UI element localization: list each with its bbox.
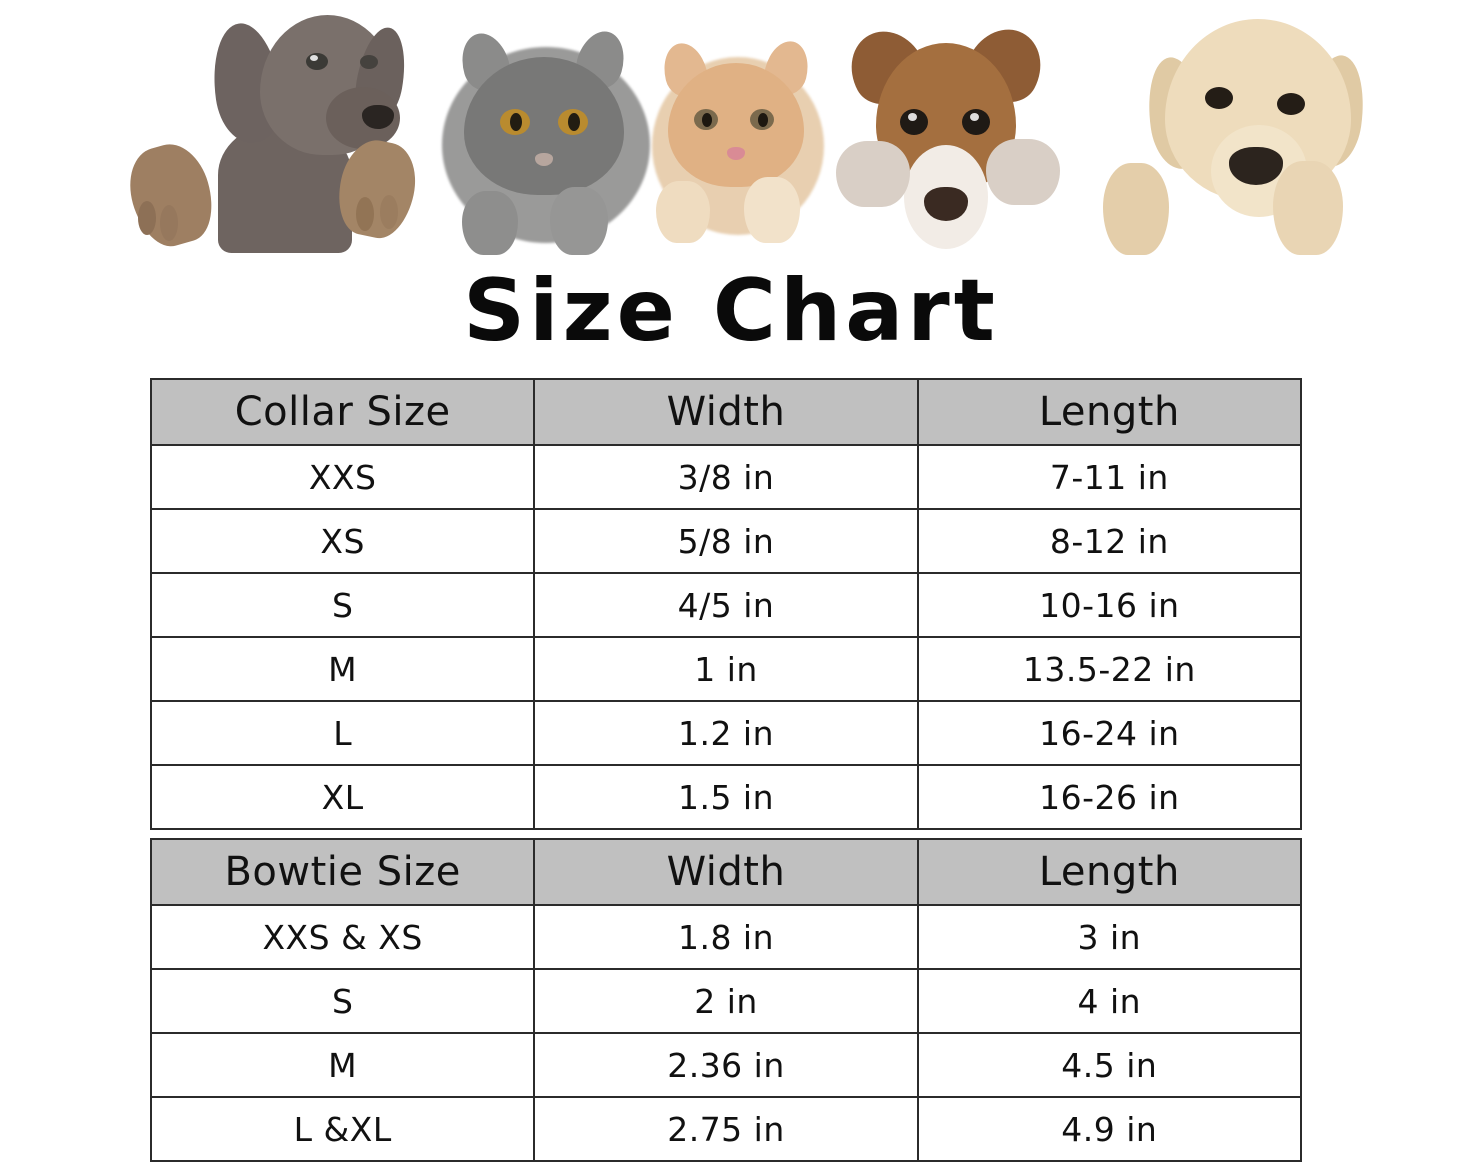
kitten-ginger-head xyxy=(668,63,804,187)
collar-header-size: Collar Size xyxy=(149,378,536,446)
ginger-persian-kitten-image xyxy=(648,5,828,255)
jack-russell-eye-highlight-right xyxy=(970,113,979,121)
collar-length-cell: 16-24 in xyxy=(916,700,1303,766)
table-header-row: Collar Size Width Length xyxy=(149,378,1303,446)
bowtie-header-size: Bowtie Size xyxy=(149,838,536,906)
labrador-nose xyxy=(1229,147,1283,185)
collar-length-cell: 7-11 in xyxy=(916,444,1303,510)
collar-header-width: Width xyxy=(533,378,919,446)
collar-size-cell: L xyxy=(149,700,536,766)
grey-doberman-puppy-image xyxy=(110,5,430,255)
collar-width-cell: 3/8 in xyxy=(533,444,919,510)
labrador-eye-right xyxy=(1277,93,1305,115)
bowtie-width-cell: 1.8 in xyxy=(533,904,919,970)
labrador-paw-right xyxy=(1273,161,1343,255)
jack-russell-paw-right xyxy=(986,139,1060,205)
collar-width-cell: 1.5 in xyxy=(533,764,919,830)
bowtie-header-length: Length xyxy=(916,838,1303,906)
table-row: XXS 3/8 in 7-11 in xyxy=(149,444,1303,510)
collar-size-cell: XS xyxy=(149,508,536,574)
bowtie-length-cell: 4.9 in xyxy=(916,1096,1303,1162)
bowtie-header-width: Width xyxy=(533,838,919,906)
bowtie-width-cell: 2.75 in xyxy=(533,1096,919,1162)
bowtie-size-cell: L &XL xyxy=(149,1096,536,1162)
collar-size-cell: XXS xyxy=(149,444,536,510)
bowtie-length-cell: 4 in xyxy=(916,968,1303,1034)
kitten-ginger-paw-left xyxy=(656,181,710,243)
collar-header-length: Length xyxy=(916,378,1303,446)
grey-persian-kitten-image xyxy=(438,5,658,255)
bowtie-length-cell: 3 in xyxy=(916,904,1303,970)
labrador-paw-left xyxy=(1103,163,1169,255)
collar-length-cell: 10-16 in xyxy=(916,572,1303,638)
collar-size-table: Collar Size Width Length XXS 3/8 in 7-11… xyxy=(149,378,1303,830)
bowtie-size-cell: S xyxy=(149,968,536,1034)
table-row: L 1.2 in 16-24 in xyxy=(149,700,1303,766)
labrador-eye-left xyxy=(1205,87,1233,109)
collar-size-cell: XL xyxy=(149,764,536,830)
yellow-labrador-puppy-image xyxy=(1095,5,1375,255)
kitten-ginger-nose xyxy=(727,147,745,160)
collar-size-cell: S xyxy=(149,572,536,638)
jack-russell-nose xyxy=(924,187,968,221)
doberman-toe-a xyxy=(138,201,156,235)
table-row: M 1 in 13.5-22 in xyxy=(149,636,1303,702)
kitten-grey-head xyxy=(464,57,624,195)
table-row: S 2 in 4 in xyxy=(149,968,1303,1034)
kitten-grey-paw-left xyxy=(462,191,518,255)
pet-photo-banner xyxy=(0,0,1462,255)
doberman-eye-right xyxy=(360,55,378,69)
table-row: XS 5/8 in 8-12 in xyxy=(149,508,1303,574)
jack-russell-paw-left xyxy=(836,141,910,207)
doberman-nose xyxy=(362,105,394,129)
bowtie-width-cell: 2.36 in xyxy=(533,1032,919,1098)
table-row: M 2.36 in 4.5 in xyxy=(149,1032,1303,1098)
kitten-ginger-paw-right xyxy=(744,177,800,243)
collar-length-cell: 16-26 in xyxy=(916,764,1303,830)
bowtie-size-table: Bowtie Size Width Length XXS & XS 1.8 in… xyxy=(149,838,1303,1162)
collar-length-cell: 8-12 in xyxy=(916,508,1303,574)
collar-size-cell: M xyxy=(149,636,536,702)
collar-width-cell: 5/8 in xyxy=(533,508,919,574)
collar-width-cell: 4/5 in xyxy=(533,572,919,638)
bowtie-size-cell: M xyxy=(149,1032,536,1098)
doberman-toe-d xyxy=(380,195,398,229)
kitten-grey-eye-right-pupil xyxy=(568,113,580,131)
collar-width-cell: 1.2 in xyxy=(533,700,919,766)
kitten-grey-eye-left-pupil xyxy=(510,113,522,131)
table-row: XXS & XS 1.8 in 3 in xyxy=(149,904,1303,970)
table-header-row: Bowtie Size Width Length xyxy=(149,838,1303,906)
collar-length-cell: 13.5-22 in xyxy=(916,636,1303,702)
doberman-toe-c xyxy=(356,197,374,231)
table-row: XL 1.5 in 16-26 in xyxy=(149,764,1303,830)
table-row: L &XL 2.75 in 4.9 in xyxy=(149,1096,1303,1162)
page-title: Size Chart xyxy=(463,261,999,361)
jack-russell-puppy-image xyxy=(820,5,1070,255)
collar-width-cell: 1 in xyxy=(533,636,919,702)
kitten-grey-paw-right xyxy=(550,187,608,255)
doberman-eye-highlight-left xyxy=(310,55,318,61)
table-row: S 4/5 in 10-16 in xyxy=(149,572,1303,638)
bowtie-width-cell: 2 in xyxy=(533,968,919,1034)
jack-russell-eye-highlight-left xyxy=(908,113,917,121)
bowtie-size-cell: XXS & XS xyxy=(149,904,536,970)
doberman-toe-b xyxy=(160,205,178,241)
bowtie-length-cell: 4.5 in xyxy=(916,1032,1303,1098)
kitten-ginger-eye-right-pupil xyxy=(758,113,768,127)
kitten-ginger-eye-left-pupil xyxy=(702,113,712,127)
kitten-grey-nose xyxy=(535,153,553,166)
